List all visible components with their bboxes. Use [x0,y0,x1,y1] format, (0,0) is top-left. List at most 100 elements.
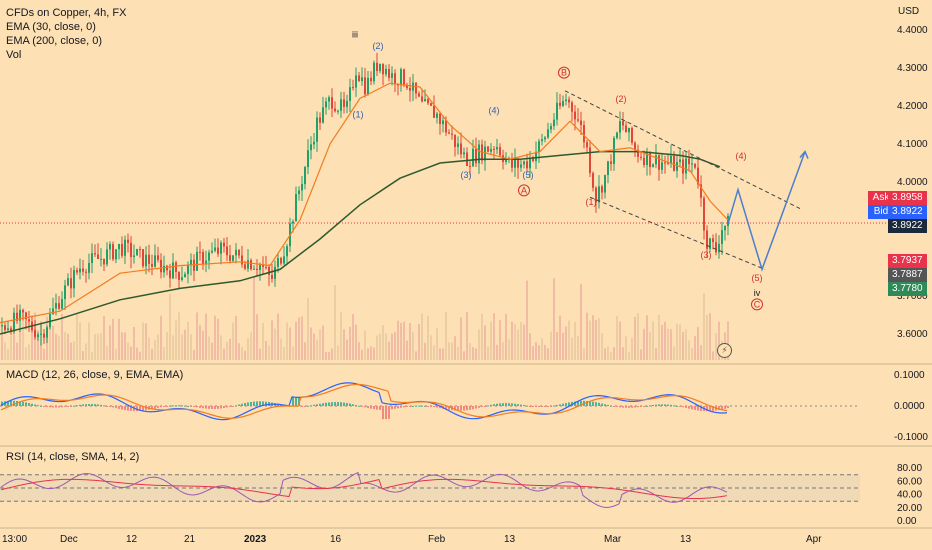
wave-label: (4) [489,106,500,116]
volume-bar [457,346,459,360]
macd-hist-bar [346,403,348,406]
volume-bar [403,321,405,360]
candle-body [727,215,729,227]
channel-lower-line [589,196,766,270]
candle-body [424,99,426,102]
candle-body [466,152,468,167]
macd-hist-bar [493,404,495,406]
volume-bar [514,323,516,360]
volume-bar [139,351,141,360]
candle-body [436,113,438,118]
candle-body [493,148,495,150]
volume-bar [652,321,654,360]
volume-bar [682,331,684,360]
volume-bar [637,313,639,360]
macd-hist-bar [586,400,588,406]
volume-bar [532,346,534,360]
volume-bar [31,325,33,360]
macd-hist-bar [253,401,255,406]
macd-hist-bar [697,406,699,411]
symbol-title[interactable]: CFDs on Copper, 4h, FX [6,7,127,19]
macd-hist-bar [226,406,228,408]
macd-hist-bar [82,404,84,406]
macd-hist-bar [322,403,324,406]
lightning-icon[interactable]: ⚡ [717,343,732,358]
wave-label: (5) [523,170,534,180]
price-tag-1: 3.7937 [888,254,927,268]
candle-body [550,126,552,130]
candle-body [43,333,45,338]
volume-bar [577,336,579,360]
macd-hist-bar [379,406,381,410]
ema200-legend[interactable]: EMA (200, close, 0) [6,35,102,47]
macd-hist-bar [523,405,525,407]
macd-legend[interactable]: MACD (12, 26, close, 9, EMA, EMA) [6,369,184,381]
candle-body [58,303,60,309]
macd-hist-bar [595,402,597,406]
candle-body [394,73,396,84]
candle-body [184,274,186,278]
candle-body [433,105,435,118]
candle-body [376,62,378,72]
rsi-legend[interactable]: RSI (14, close, SMA, 14, 2) [6,451,140,463]
macd-hist-bar [448,406,450,410]
volume-bar [97,333,99,360]
candle-body [460,143,462,155]
candle-body [220,242,222,254]
price-axis-tick: 3.6000 [897,329,928,340]
macd-hist-bar [118,406,120,409]
ema30-legend[interactable]: EMA (30, close, 0) [6,21,96,33]
volume-bar [556,331,558,360]
macd-hist-bar [295,396,297,406]
candle-body [556,102,558,120]
wave-label-circle [751,298,763,311]
candle-body [592,173,594,188]
volume-bar [130,346,132,360]
price-axis-tick: 4.1000 [897,139,928,150]
candle-body [124,239,126,256]
candle-body [622,121,624,126]
volume-bar [241,346,243,360]
volume-bar [607,346,609,360]
wave-label: (3) [701,250,712,260]
macd-hist-bar [115,406,117,409]
candle-body [712,238,714,243]
macd-hist-bar [103,405,105,407]
candle-body [97,254,99,259]
volume-bar [412,332,414,360]
volume-bar [448,342,450,360]
volume-legend[interactable]: Vol [6,49,22,61]
macd-hist-bar [592,401,594,406]
volume-bar [346,339,348,360]
macd-hist-bar [211,406,213,409]
candle-body [367,77,369,95]
wave-label-circle [518,184,530,197]
candle-body [484,146,486,161]
time-axis-tick: 16 [330,534,342,545]
volume-bar [334,285,336,360]
macd-hist-bar [181,405,183,407]
macd-hist-bar [511,403,513,406]
projection-arrowhead [799,150,809,159]
candle-body [202,252,204,265]
candle-body [373,62,375,82]
candle-body [448,132,450,134]
volume-bar [280,338,282,360]
candle-body [91,253,93,263]
volume-bar [157,334,159,360]
candle-body [25,312,27,320]
volume-bar [634,317,636,360]
macd-signal-line [0,383,728,419]
macd-hist-bar [691,406,693,410]
candle-body [229,255,231,261]
macd-hist-bar [544,406,546,407]
macd-hist-bar [694,406,696,411]
volume-bar [664,321,666,360]
volume-bar [220,335,222,360]
volume-bar [628,351,630,360]
candle-body [658,155,660,170]
price-axis-tick: 4.4000 [897,25,928,36]
macd-hist-bar [616,406,618,407]
candle-body [352,87,354,89]
volume-bar [91,351,93,360]
